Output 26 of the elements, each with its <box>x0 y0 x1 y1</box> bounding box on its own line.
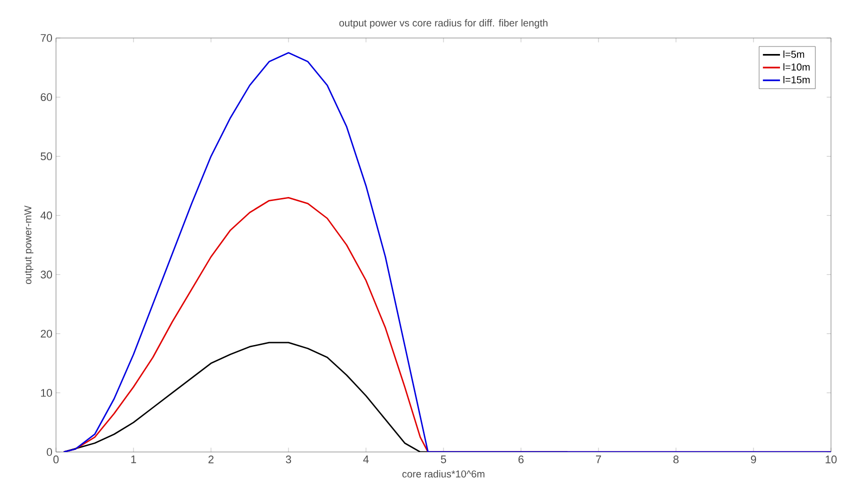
y-tick-label: 40 <box>40 212 52 220</box>
y-tick-label: 50 <box>40 152 52 160</box>
x-tick-label: 3 <box>286 456 292 464</box>
x-tick-label: 8 <box>673 456 679 464</box>
x-tick-label: 7 <box>596 456 602 464</box>
x-tick-label: 10 <box>826 456 837 464</box>
line-series <box>63 52 831 452</box>
x-tick-label: 6 <box>518 456 524 464</box>
y-tick-label: 0 <box>46 448 52 456</box>
x-tick-label: 0 <box>53 456 59 464</box>
y-tick-label: 10 <box>41 388 52 397</box>
y-tick-label: 70 <box>40 34 52 42</box>
y-axis-title: output power-mW <box>24 206 34 284</box>
y-tick-label: 30 <box>40 270 52 278</box>
x-tick-label: 9 <box>750 456 756 464</box>
x-tick-label: 4 <box>363 456 369 464</box>
legend-label: l=5m <box>783 50 804 58</box>
y-tick-label: 20 <box>40 330 52 338</box>
legend-label: l=15m <box>783 76 810 84</box>
x-axis-title: core radius*10^6m <box>402 470 484 478</box>
chart-title: output power vs core radius for diff. fiber length <box>339 19 548 28</box>
legend-label: l=10m <box>783 63 810 71</box>
x-tick-label: 1 <box>131 456 136 464</box>
x-tick-label: 2 <box>208 456 214 464</box>
x-tick-label: 5 <box>440 456 446 464</box>
y-tick-label: 60 <box>40 93 52 102</box>
